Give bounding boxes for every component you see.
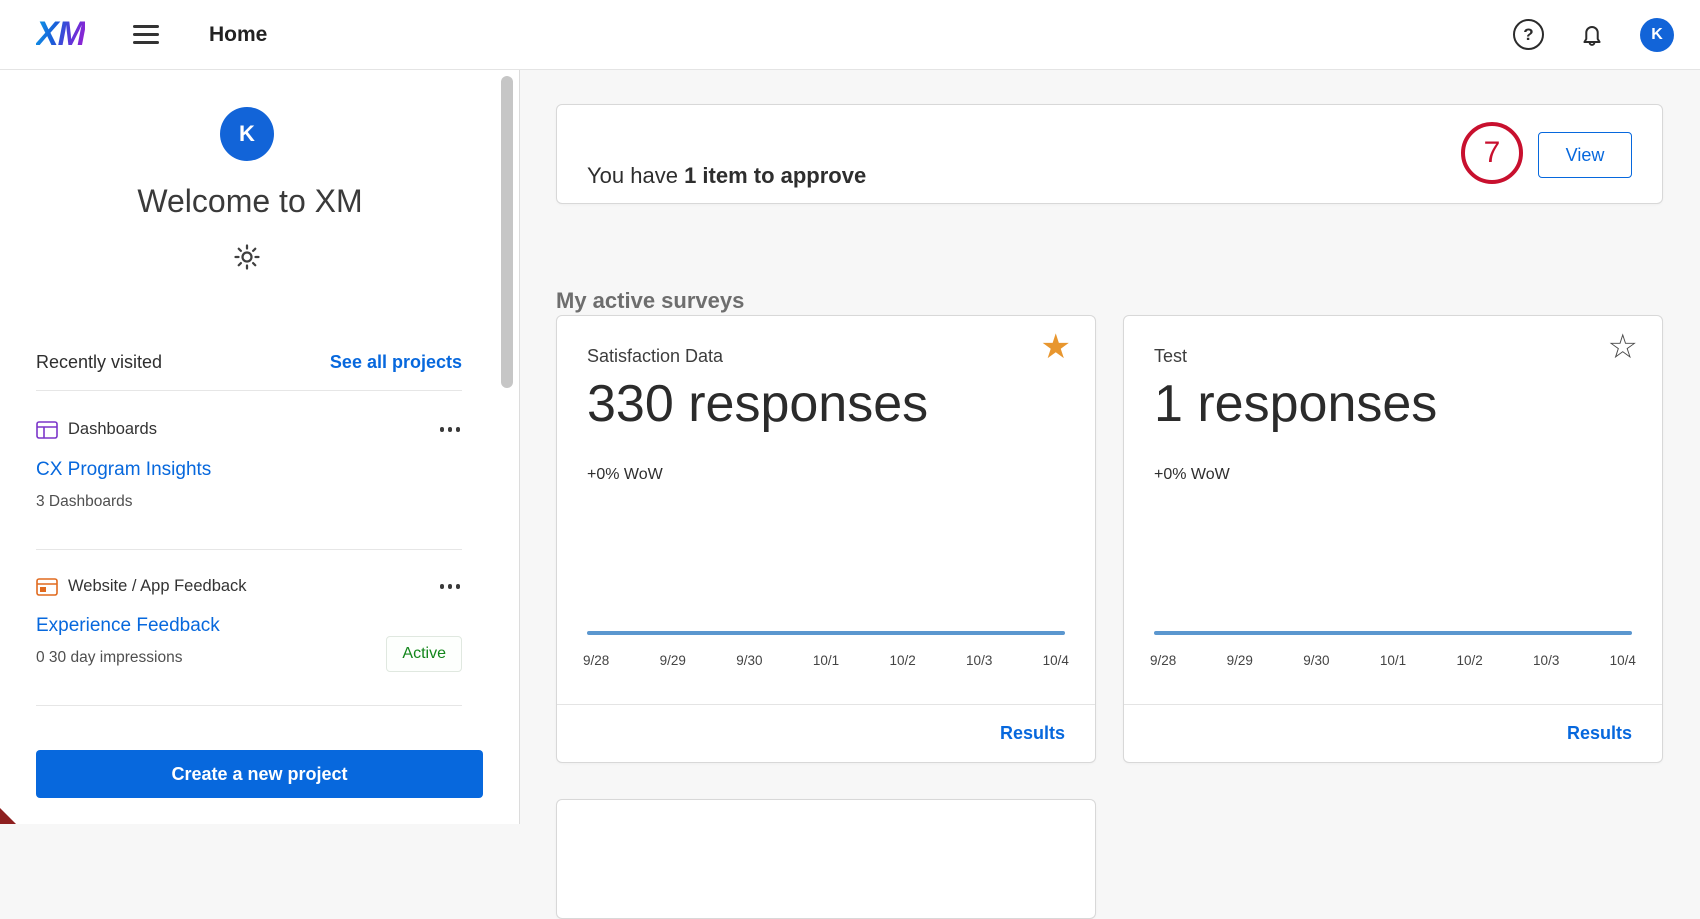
settings-gear-icon[interactable] — [232, 242, 262, 272]
user-avatar[interactable]: K — [1640, 17, 1674, 52]
welcome-heading: Welcome to XM — [137, 183, 363, 219]
responses-count: 330 responses — [587, 375, 929, 433]
wow-change: +0% WoW — [587, 466, 663, 483]
create-project-button[interactable]: Create a new project — [36, 750, 483, 798]
approval-count: 1 item to approve — [684, 163, 867, 188]
card-footer: Results — [1124, 704, 1662, 762]
approval-banner: You have 1 item to approve 7 View — [556, 104, 1663, 204]
x-tick: 9/30 — [736, 653, 763, 668]
x-tick: 9/28 — [1150, 653, 1177, 668]
menu-bar — [133, 25, 159, 28]
profile-avatar: K — [220, 107, 274, 161]
main-content: You have 1 item to approve 7 View My act… — [521, 70, 1700, 919]
annotation-marker-7: 7 — [1461, 122, 1523, 184]
x-tick: 9/29 — [659, 653, 686, 668]
x-axis-labels: 9/28 9/29 9/30 10/1 10/2 10/3 10/4 — [583, 653, 1069, 668]
star-filled-icon[interactable]: ★ — [1040, 328, 1071, 366]
notifications-icon[interactable] — [1578, 21, 1606, 49]
sidebar-scrollbar[interactable] — [501, 76, 513, 388]
recently-visited-label: Recently visited — [36, 352, 163, 372]
help-icon[interactable]: ? — [1513, 19, 1544, 50]
section-title: My active surveys — [556, 288, 745, 314]
survey-card-partial — [556, 799, 1096, 919]
menu-bar — [133, 33, 159, 36]
menu-bar — [133, 41, 159, 44]
menu-icon[interactable] — [133, 20, 159, 49]
x-tick: 10/1 — [1379, 653, 1407, 668]
survey-title: Test — [1154, 346, 1188, 366]
x-axis-labels: 9/28 9/29 9/30 10/1 10/2 10/3 10/4 — [1150, 653, 1636, 668]
topbar-actions: ? K — [1513, 17, 1674, 52]
x-tick: 9/29 — [1226, 653, 1253, 668]
list-item-header: Dashboards — [36, 420, 462, 439]
project-meta: 3 Dashboards — [36, 493, 133, 510]
avatar-initial: K — [239, 121, 255, 146]
x-tick: 10/3 — [966, 653, 993, 668]
x-tick: 9/30 — [1303, 653, 1330, 668]
x-tick: 10/2 — [1456, 653, 1483, 668]
star-outline-icon[interactable]: ☆ — [1607, 328, 1638, 366]
approval-prefix: You have — [587, 163, 685, 188]
divider — [36, 390, 462, 391]
page-title: Home — [209, 22, 268, 46]
x-tick: 9/28 — [583, 653, 610, 668]
card-footer: Results — [557, 704, 1095, 762]
project-meta: 0 30 day impressions — [36, 649, 183, 666]
project-link[interactable]: Experience Feedback — [36, 615, 220, 636]
survey-title: Satisfaction Data — [587, 346, 724, 366]
more-options-icon[interactable] — [434, 580, 462, 593]
divider — [36, 549, 462, 550]
recently-visited-row: Recently visited See all projects — [36, 352, 462, 373]
x-tick: 10/4 — [1042, 653, 1069, 668]
website-feedback-icon — [36, 577, 58, 596]
see-all-projects-link[interactable]: See all projects — [329, 352, 462, 372]
trend-line — [587, 631, 1065, 635]
status-badge: Active — [386, 636, 462, 672]
project-type-label: Dashboards — [68, 420, 157, 438]
annotation-number: 7 — [1483, 136, 1501, 169]
results-link[interactable]: Results — [999, 723, 1065, 743]
xm-logo[interactable]: XM — [36, 15, 86, 53]
top-bar: XM Home ? K — [0, 0, 1700, 70]
corner-red-mark — [0, 808, 16, 824]
approval-text: You have 1 item to approve — [587, 127, 866, 225]
wow-change: +0% WoW — [1154, 466, 1230, 483]
x-tick: 10/2 — [889, 653, 916, 668]
x-tick: 10/3 — [1533, 653, 1560, 668]
list-item-header: Website / App Feedback — [36, 577, 462, 596]
sidebar: K Welcome to XM Recently visited See all… — [0, 70, 520, 824]
view-button[interactable]: View — [1538, 132, 1632, 178]
avatar-initial: K — [1651, 25, 1663, 43]
survey-card: Satisfaction Data ★ 330 responses +0% Wo… — [556, 315, 1096, 763]
x-tick: 10/4 — [1609, 653, 1636, 668]
trend-line — [1154, 631, 1632, 635]
project-type-label: Website / App Feedback — [68, 577, 247, 595]
divider — [36, 705, 462, 706]
responses-count: 1 responses — [1154, 375, 1438, 433]
results-link[interactable]: Results — [1566, 723, 1632, 743]
project-link[interactable]: CX Program Insights — [36, 459, 212, 480]
survey-card: Test ☆ 1 responses +0% WoW 9/28 9/29 9/3… — [1123, 315, 1663, 763]
dashboards-icon — [36, 420, 58, 439]
x-tick: 10/1 — [812, 653, 840, 668]
more-options-icon[interactable] — [434, 423, 462, 436]
help-glyph: ? — [1523, 24, 1534, 44]
